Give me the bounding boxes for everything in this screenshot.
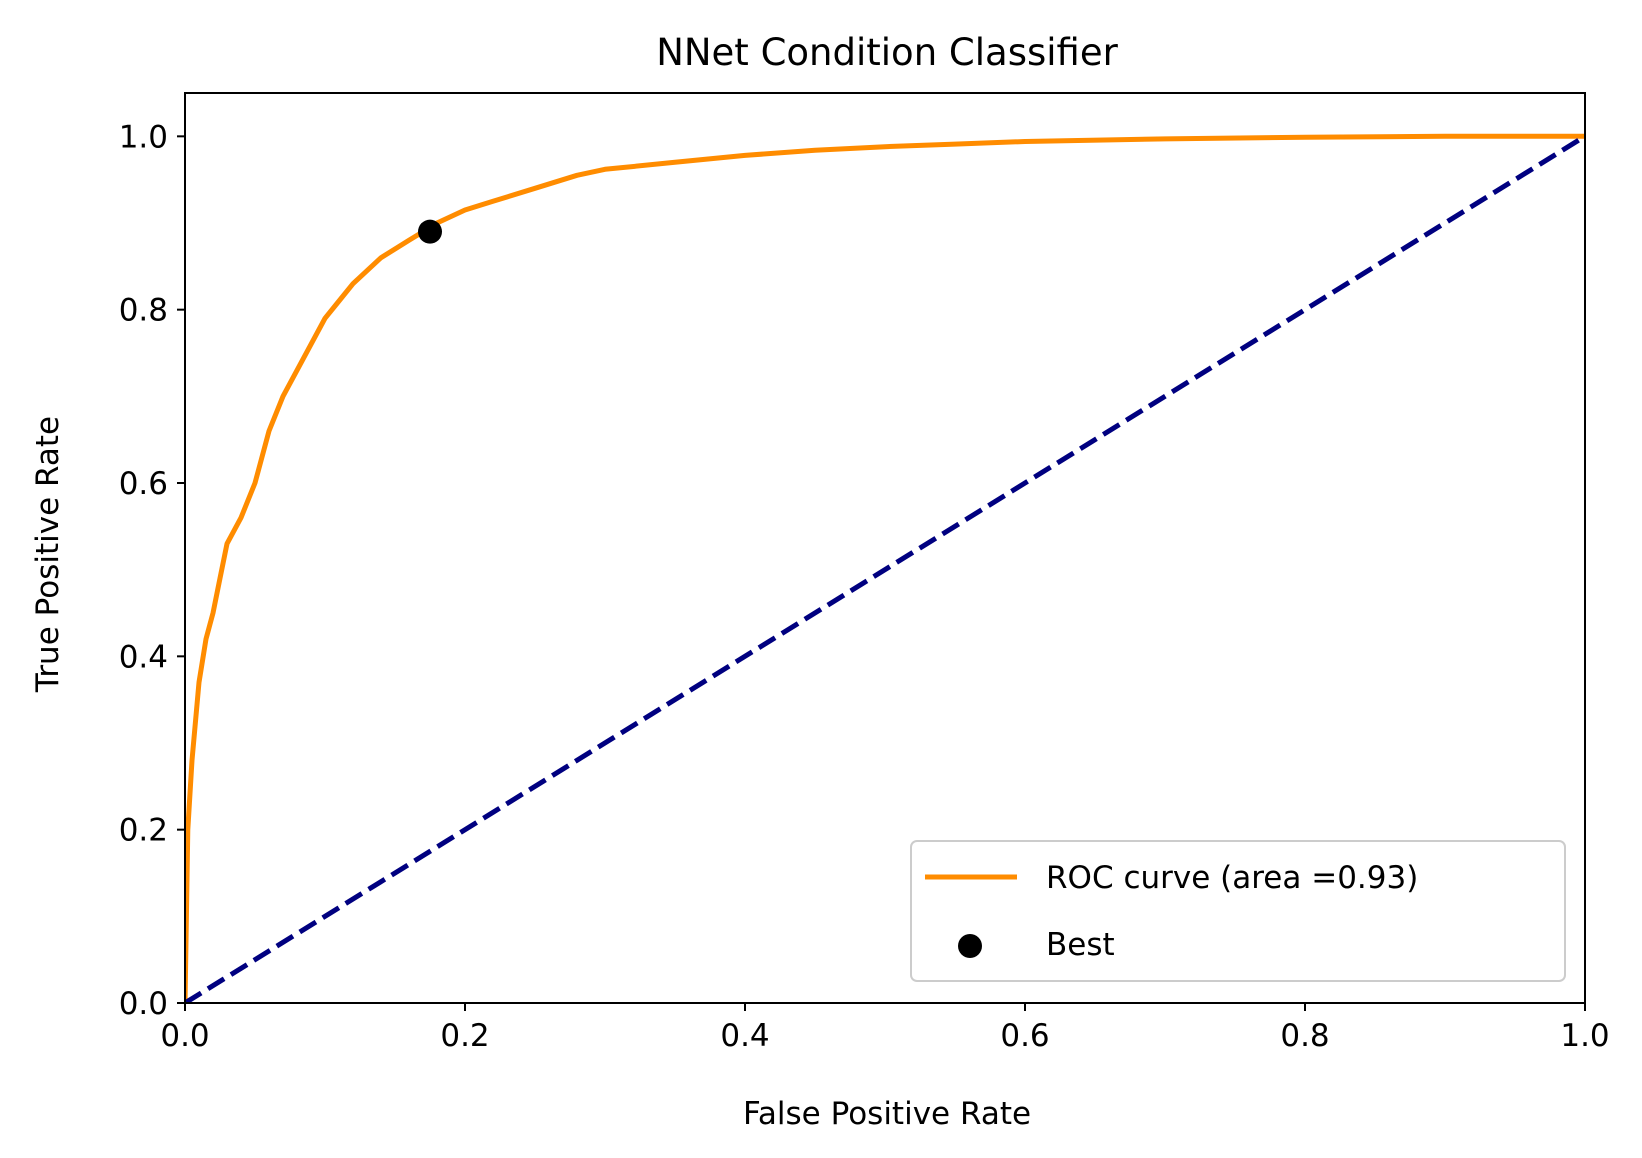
legend-roc-label: ROC curve (area =0.93) — [1046, 860, 1418, 896]
roc-curve-line — [185, 133, 1585, 1003]
axis-ticks: 0.0 0.2 0.4 0.6 0.8 1.0 0.0 0.2 0.4 0.6 0.8 1.0 — [119, 119, 1610, 1054]
x-axis-label: False Positive Rate — [743, 1096, 1031, 1132]
x-tick-label: 0.6 — [1000, 1018, 1049, 1054]
y-tick-label: 0.6 — [119, 466, 168, 502]
y-axis-label: True Positive Rate — [30, 416, 66, 693]
legend-best-label: Best — [1046, 927, 1115, 963]
series-group — [185, 133, 1585, 1003]
x-tick-label: 0.2 — [440, 1018, 489, 1054]
y-tick-label: 0.4 — [119, 639, 168, 675]
x-tick-label: 0.8 — [1280, 1018, 1329, 1054]
plot-area — [184, 92, 1586, 1004]
legend-box — [910, 840, 1566, 982]
y-tick-label: 0.2 — [119, 813, 168, 849]
x-tick-label: 0.4 — [720, 1018, 769, 1054]
y-tick-label: 0.0 — [119, 986, 168, 1022]
chance-diagonal-line — [185, 134, 1585, 1003]
best-point — [418, 219, 442, 244]
axes-frame — [184, 92, 1586, 1004]
legend: ROC curve (area =0.93) Best — [910, 840, 1566, 982]
chart-title: NNet Condition Classifier — [656, 31, 1118, 74]
x-tick-label: 0.0 — [160, 1018, 209, 1054]
x-tick-label: 1.0 — [1560, 1018, 1609, 1054]
y-tick-label: 1.0 — [119, 119, 168, 155]
y-tick-label: 0.8 — [119, 293, 168, 329]
legend-best-marker — [958, 934, 982, 958]
